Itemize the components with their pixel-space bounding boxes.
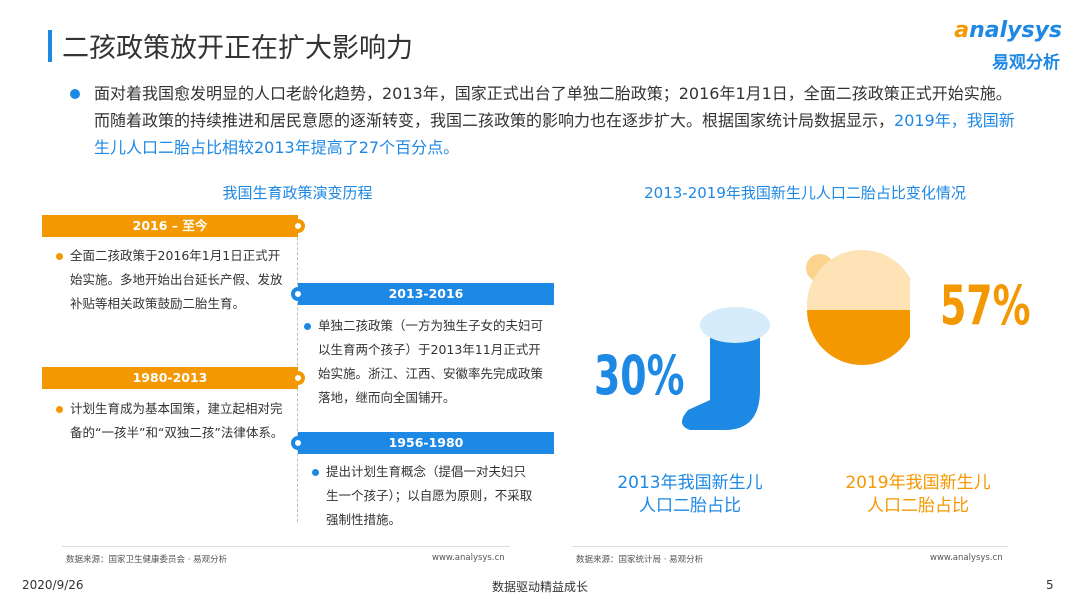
period-text: 单独二孩政策（一方为独生子女的夫妇可以生育两个孩子）于2013年11月正式开始实… — [304, 314, 546, 410]
timeline-node — [291, 371, 305, 385]
stat-label: 2019年我国新生儿人口二胎占比 — [845, 473, 991, 516]
sock-top — [700, 307, 770, 343]
period-band: 1956-1980 — [298, 432, 554, 454]
stat-value: 30% — [594, 344, 685, 407]
timeline-node — [291, 436, 305, 450]
period-text: 计划生育成为基本国策，建立起相对完备的“一孩半”和“双独二孩”法律体系。 — [56, 397, 292, 445]
period-band: 1980-2013 — [42, 367, 298, 389]
intro-text: 面对着我国愈发明显的人口老龄化趋势，2013年，国家正式出台了单独二胎政策；20… — [94, 84, 1012, 130]
footer-slogan: 数据驱动精益成长 — [491, 580, 588, 594]
illustration — [681, 250, 910, 430]
source: 数据来源：国家统计局 · 易观分析 — [576, 555, 704, 565]
timeline-node — [291, 287, 305, 301]
source: 数据来源：国家卫生健康委员会 · 易观分析 — [66, 555, 228, 565]
intro: 面对着我国愈发明显的人口老龄化趋势，2013年，国家正式出台了单独二胎政策；20… — [94, 80, 1024, 161]
divider — [62, 546, 510, 547]
source-site: www.analysys.cn — [930, 553, 1003, 563]
period-band: 2013-2016 — [298, 283, 554, 305]
panel-title: 我国生育政策演变历程 — [222, 184, 373, 202]
logo-text: nalysys — [969, 18, 1062, 43]
stat-label: 2013年我国新生儿人口二胎占比 — [617, 473, 763, 516]
panel-title: 2013-2019年我国新生儿人口二胎占比变化情况 — [644, 184, 966, 202]
bulb-fill — [807, 310, 910, 365]
stat-value: 57% — [940, 274, 1031, 337]
logo-name: 易观分析 — [992, 53, 1060, 73]
period-text: 提出计划生育概念（提倡一对夫妇只生一个孩子）；以自愿为原则，不采取强制性措施。 — [312, 460, 536, 532]
source-site: www.analysys.cn — [432, 553, 505, 563]
period-band: 2016 – 至今 — [42, 215, 298, 237]
timeline-node — [291, 219, 305, 233]
sock — [681, 330, 760, 430]
bullet — [70, 89, 80, 99]
intro-highlight: 2019年，我国新生儿人口二胎占比相较2013年提高了27个百分点。 — [94, 111, 1015, 157]
logo-brand: analysys — [954, 18, 1062, 43]
page-number: 5 — [1046, 578, 1054, 592]
slide-title: 二孩政策放开正在扩大影响力 — [62, 33, 413, 64]
logo-initial: a — [954, 18, 970, 43]
period-text: 全面二孩政策于2016年1月1日正式开始实施。多地开始出台延长产假、发放补贴等相… — [56, 244, 292, 316]
title-accent — [48, 30, 52, 62]
divider — [572, 546, 1008, 547]
footer-date: 2020/9/26 — [22, 578, 84, 592]
